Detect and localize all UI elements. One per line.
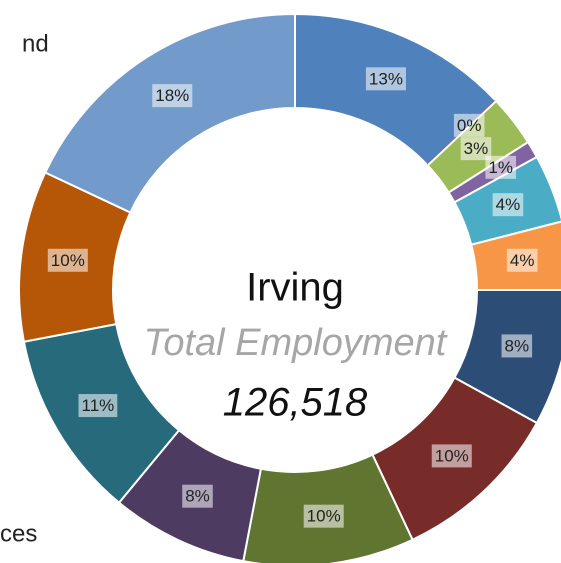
label-bg <box>47 248 88 272</box>
label-bg <box>78 394 118 418</box>
data-label: 10% <box>435 446 469 465</box>
data-label: 10% <box>51 251 85 270</box>
data-label: 8% <box>505 336 530 355</box>
data-label: 8% <box>185 487 210 506</box>
center-title: Irving <box>246 266 344 310</box>
center-total: 126,518 <box>223 381 368 425</box>
label-bg <box>492 193 524 217</box>
label-bg <box>303 504 344 528</box>
data-label: 4% <box>510 251 535 270</box>
label-bg <box>453 113 485 137</box>
data-labels: 13% 0% 3%1% 4% 4% 8% 10% 10% 8% 11% 10% 18% <box>47 67 538 528</box>
label-bg <box>501 334 533 358</box>
data-label: 4% <box>496 195 521 214</box>
label-bg <box>460 137 492 161</box>
data-label: 1% <box>488 158 513 177</box>
data-label: 13% <box>369 69 403 88</box>
label-bg <box>431 444 472 468</box>
center-subtitle: Total Employment <box>144 322 448 364</box>
legend-fragment: ces <box>0 520 37 547</box>
data-label: 11% <box>82 396 115 415</box>
label-bg <box>152 84 193 108</box>
label-bg <box>485 155 517 179</box>
label-bg <box>506 248 538 272</box>
label-bg <box>365 67 406 91</box>
slice <box>43 12 296 214</box>
data-label: 18% <box>155 86 189 105</box>
legend-fragment: nd <box>22 30 49 57</box>
data-label: 3% <box>464 139 489 158</box>
label-bg <box>182 484 213 508</box>
data-label: 0% <box>457 116 482 135</box>
data-label: 10% <box>307 507 341 526</box>
